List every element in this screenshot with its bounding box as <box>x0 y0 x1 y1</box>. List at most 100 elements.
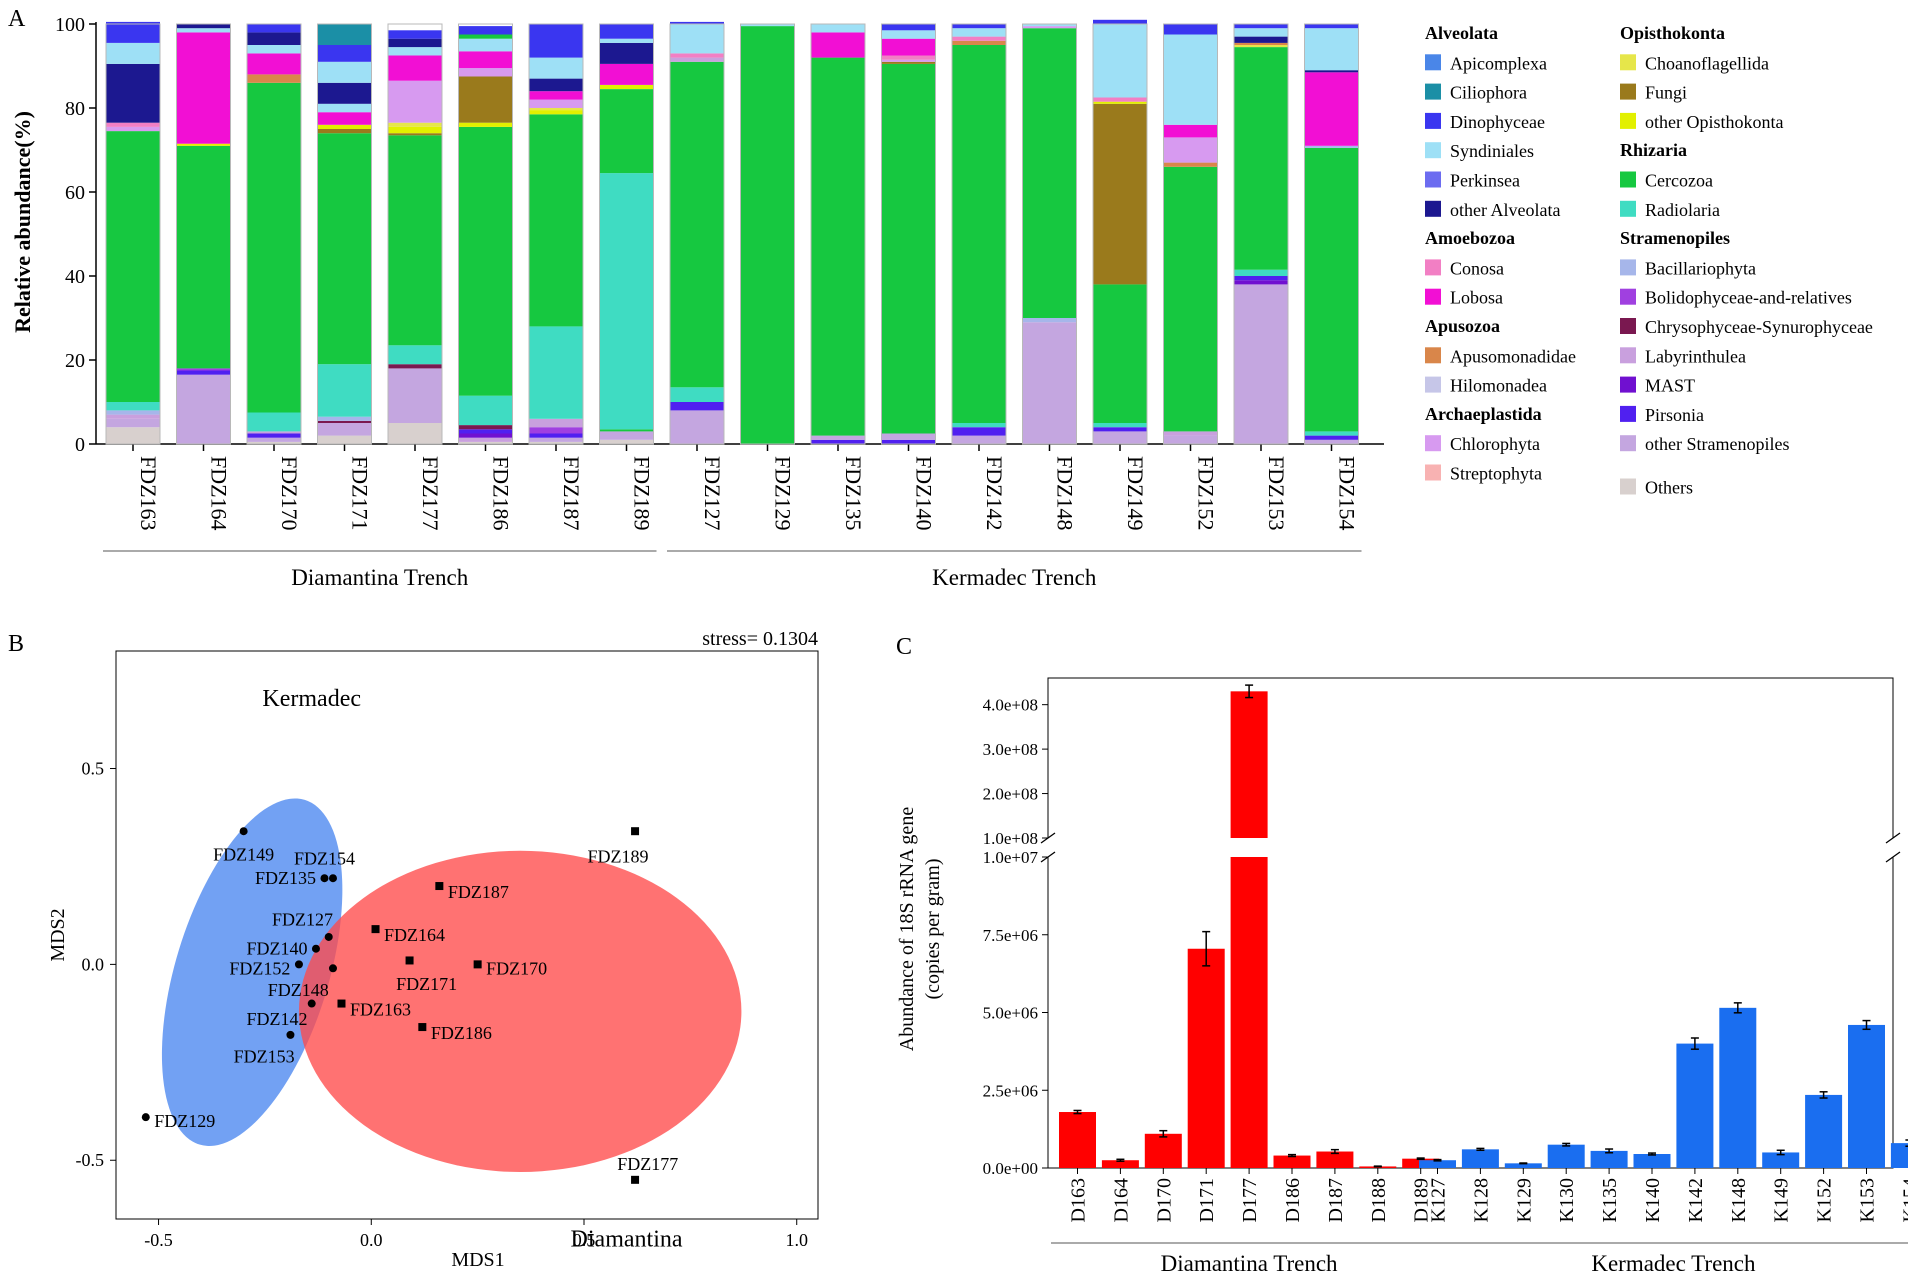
bar-segment-cercozoa <box>740 26 795 444</box>
bar-segment-other-stramenopiles <box>670 410 724 444</box>
bar-segment-syndiniales <box>317 103 372 113</box>
bar-segment-cercozoa <box>458 34 513 39</box>
legend-swatch-others <box>1620 478 1636 495</box>
legend-group-title: Amoebozoa <box>1425 228 1515 248</box>
legend-label: Apusomonadidae <box>1450 346 1576 366</box>
panel-c-xtick-label: K152 <box>1814 1178 1836 1222</box>
axis-break-mark <box>1885 851 1901 863</box>
bar-segment-pirsonia <box>1234 276 1288 281</box>
bar-segment-other-alveolata <box>106 63 160 123</box>
legend-swatch-bolidophyceae-and-relatives <box>1620 288 1636 305</box>
panel-a-xtick-label: FDZ187 <box>559 456 584 531</box>
bar-k149 <box>1762 1152 1800 1168</box>
bar-segment-other-stramenopiles <box>388 368 442 423</box>
point-label: FDZ186 <box>431 1023 492 1043</box>
bar-segment-radiolaria <box>317 364 372 417</box>
bar-d163 <box>1059 1112 1096 1168</box>
bar-segment-labyrinthulea <box>458 437 513 442</box>
bar-segment-radiolaria <box>1304 431 1359 436</box>
ellipse-diamantina <box>298 850 742 1172</box>
bar-segment-radiolaria <box>458 395 513 426</box>
bar-segment-choanoflagellida <box>529 108 583 111</box>
legend-label: other Stramenopiles <box>1645 434 1789 454</box>
panel-c-xtick-label: K130 <box>1556 1178 1578 1222</box>
bar-segment-chrysophyceae-synurophyceae <box>388 364 442 369</box>
panel-a-xtick-label: FDZ170 <box>277 456 302 531</box>
bar-segment-syndiniales <box>1163 34 1218 125</box>
bar-segment-conosa <box>106 122 160 127</box>
bar-segment-cercozoa <box>811 57 865 436</box>
bar-segment-dinophyceae <box>670 21 724 24</box>
bar-segment-labyrinthulea <box>106 414 160 419</box>
panel-c-xtick-label: K149 <box>1771 1178 1793 1222</box>
bar-outline <box>1304 23 1359 445</box>
bar-segment-other-opisthokonta <box>317 124 372 129</box>
bar-d187 <box>1316 1151 1354 1168</box>
bar-d177-upper <box>1230 691 1268 838</box>
legend-label: other Opisthokonta <box>1645 112 1783 132</box>
point-fdz152 <box>294 960 303 969</box>
point-label: FDZ154 <box>294 849 355 869</box>
bar-outline <box>1022 23 1077 445</box>
point-label: FDZ152 <box>229 958 290 978</box>
bar-segment-fungi <box>458 76 513 123</box>
bar-segment-cercozoa <box>388 135 442 346</box>
bar-segment-other-alveolata <box>247 32 301 45</box>
point-fdz127 <box>324 932 333 941</box>
bar-segment-cercozoa <box>1163 166 1218 432</box>
bar-k135 <box>1590 1150 1628 1168</box>
legend-swatch-fungi <box>1620 83 1636 100</box>
bar-segment-lobosa <box>458 51 513 69</box>
legend-swatch-mast <box>1620 376 1636 393</box>
bar-segment-other-stramenopiles <box>811 435 865 440</box>
panel-b-xtick-label: 1.0 <box>785 1230 808 1250</box>
point-label: FDZ170 <box>486 958 547 978</box>
bar-segment-other-opisthokonta <box>599 84 654 90</box>
panel-a-xtick-label: FDZ135 <box>841 456 866 531</box>
legend-swatch-streptophyta <box>1425 464 1441 481</box>
bar-outline <box>810 23 866 445</box>
bar-segment-other-opisthokonta <box>176 143 231 146</box>
panel-a-xtick-label: FDZ148 <box>1053 456 1078 531</box>
panel-c-lower-ytick-label: 2.5e+06 <box>983 1081 1038 1100</box>
legend-label: Bolidophyceae-and-relatives <box>1645 288 1852 308</box>
panel-b-plot-frame <box>115 650 819 1220</box>
legend-swatch-choanoflagellida <box>1620 54 1636 71</box>
point-label: FDZ177 <box>617 1154 678 1174</box>
bar-k129 <box>1504 1163 1542 1168</box>
bar-segment-lobosa <box>176 32 231 144</box>
panel-c-xtick-label: K128 <box>1470 1178 1492 1222</box>
panel-a-xtick-label: FDZ142 <box>982 456 1007 531</box>
legend-swatch-lobosa <box>1425 288 1441 305</box>
bar-segment-syndiniales <box>176 28 231 33</box>
bar-segment-cercozoa <box>670 61 724 388</box>
legend-swatch-apusomonadidae <box>1425 347 1441 364</box>
bar-segment-conosa <box>1093 97 1147 102</box>
legend-label: Choanoflagellida <box>1645 53 1769 73</box>
bar-segment-other-stramenopiles <box>1234 284 1288 444</box>
bar-segment-other-stramenopiles <box>599 431 654 440</box>
bar-segment-syndiniales <box>1304 28 1359 71</box>
bar-segment-other-stramenopiles <box>317 423 372 436</box>
legend-label: Chlorophyta <box>1450 434 1540 454</box>
panel-a-xtick-label: FDZ152 <box>1194 456 1219 531</box>
legend-swatch-labyrinthulea <box>1620 347 1636 364</box>
point-label: FDZ140 <box>246 939 307 959</box>
panel-c-upper-ytick-label: 4.0e+08 <box>983 696 1038 715</box>
panel-label-c: C <box>896 634 912 660</box>
bar-segment-syndiniales <box>317 61 372 83</box>
bar-segment-other-stramenopiles <box>881 433 936 440</box>
legend-swatch-ciliophora <box>1425 83 1441 100</box>
bar-segment-cercozoa <box>599 89 654 174</box>
bar-segment-cercozoa <box>529 114 583 327</box>
bar-segment-dinophyceae <box>388 30 442 39</box>
bar-segment-pirsonia <box>247 433 301 438</box>
bar-segment-cercozoa <box>106 131 160 402</box>
legend-label: Ciliophora <box>1450 83 1527 103</box>
bar-segment-pirsonia <box>811 439 865 444</box>
bar-segment-pirsonia <box>529 433 583 438</box>
legend-group-title: Archaeplastida <box>1425 404 1542 424</box>
panel-a-ytick-label: 60 <box>65 182 85 204</box>
bar-segment-lobosa <box>247 53 301 75</box>
bar-segment-cercozoa <box>317 133 372 365</box>
